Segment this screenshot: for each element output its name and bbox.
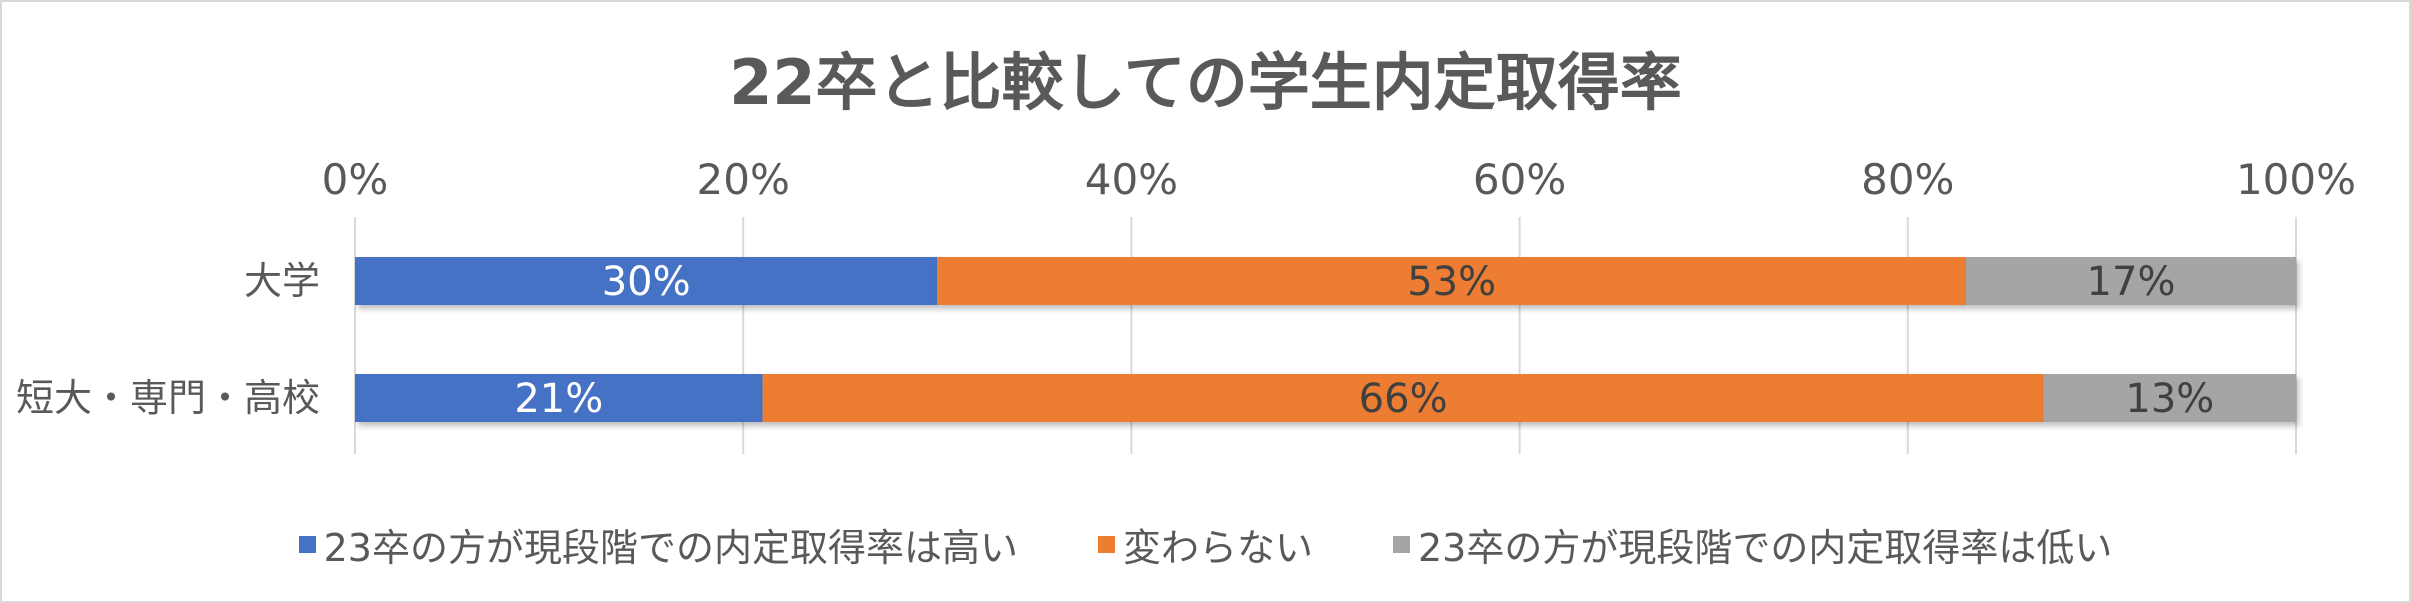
x-tick-label: 60% <box>1473 155 1566 204</box>
data-label: 17% <box>2087 259 2176 305</box>
data-label: 13% <box>2125 376 2214 422</box>
legend-label: 23卒の方が現段階での内定取得率は低い <box>1418 526 2113 570</box>
bar-segment <box>1966 257 2296 305</box>
data-label: 30% <box>602 259 691 305</box>
bar-segment <box>2043 374 2296 422</box>
legend-item: 23卒の方が現段階での内定取得率は高い <box>298 517 1018 572</box>
x-tick-label: 0% <box>322 155 389 204</box>
data-label: 21% <box>514 376 603 422</box>
legend-label: 変わらない <box>1122 526 1313 570</box>
data-label: 66% <box>1359 376 1448 422</box>
x-tick-label: 40% <box>1085 155 1178 204</box>
legend-swatch <box>1393 536 1410 553</box>
legend-swatch <box>1097 536 1115 553</box>
bar-segment <box>355 374 763 422</box>
legend-item: 変わらない <box>1097 517 1313 572</box>
x-tick-label: 100% <box>2236 155 2356 204</box>
data-label: 53% <box>1407 259 1496 305</box>
legend-item: 23卒の方が現段階での内定取得率は低い <box>1393 517 2112 572</box>
x-tick-label: 20% <box>697 155 790 204</box>
bar-segment <box>937 257 1967 305</box>
bar-segment <box>762 374 2044 422</box>
bar-segment <box>355 257 938 305</box>
x-tick-label: 80% <box>1861 155 1954 204</box>
chart-legend: 23卒の方が現段階での内定取得率は高い 変わらない 23卒の方が現段階での内定取得率… <box>2 517 2409 572</box>
category-label: 短大・専門・高校 <box>16 376 320 420</box>
legend-label: 23卒の方が現段階での内定取得率は高い <box>323 526 1018 570</box>
category-label: 大学 <box>244 259 320 303</box>
chart-title: 22卒と比較しての学生内定取得率 <box>729 46 1682 119</box>
legend-swatch <box>298 536 316 553</box>
